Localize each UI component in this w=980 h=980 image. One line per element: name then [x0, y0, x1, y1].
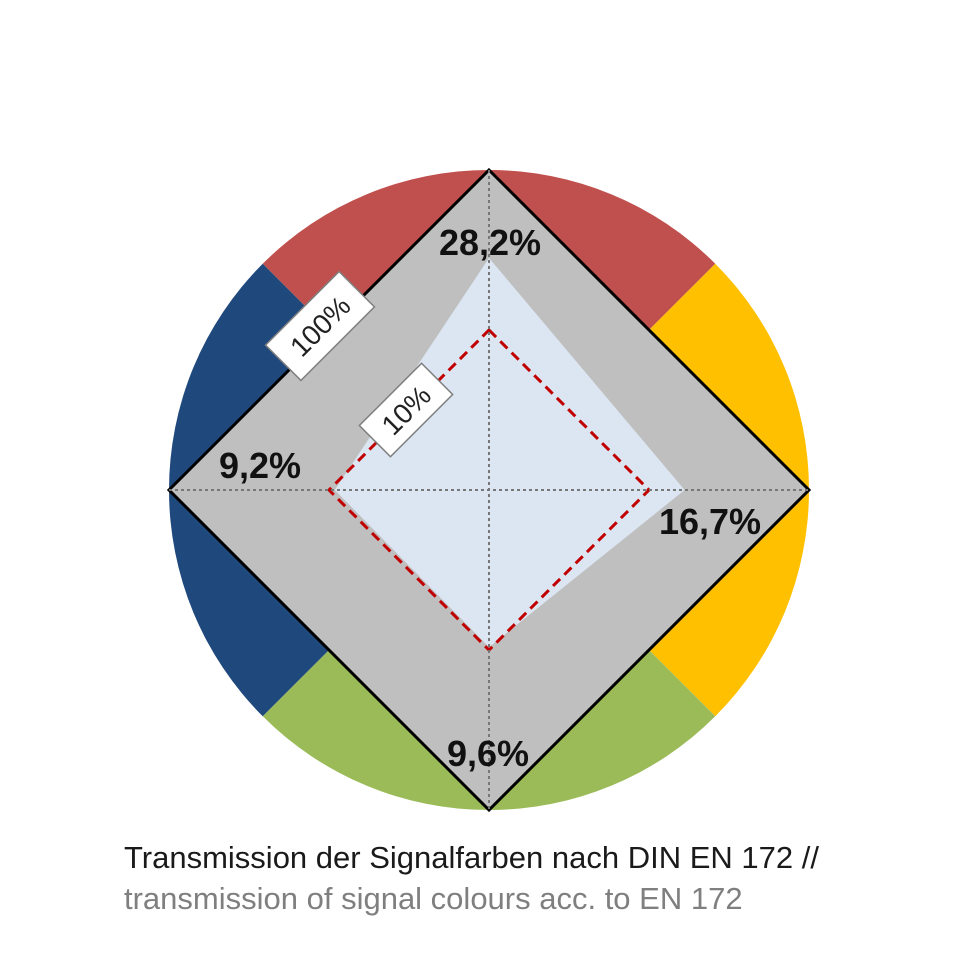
- caption-german: Transmission der Signalfarben nach DIN E…: [124, 840, 819, 875]
- caption-english: transmission of signal colours acc. to E…: [124, 881, 743, 916]
- value-labels: 28,2% 16,7% 9,6% 9,2%: [219, 222, 761, 774]
- ring-label-100-percent: 100%: [264, 270, 376, 382]
- transmission-data-area: [334, 257, 685, 648]
- axis-lines: [169, 170, 809, 810]
- value-label-green: 9,6%: [447, 733, 529, 774]
- ring-label-box: [358, 362, 454, 458]
- value-label-blue: 9,2%: [219, 445, 301, 486]
- ring-label-10-percent: 10%: [358, 362, 454, 458]
- value-label-yellow: 16,7%: [659, 501, 761, 542]
- ring-labels: 100%10%: [264, 270, 454, 458]
- value-label-red: 28,2%: [439, 222, 541, 263]
- ring-label-box: [264, 270, 376, 382]
- signal-colour-radar-chart: 100%10% 28,2% 16,7% 9,6% 9,2%: [166, 167, 812, 813]
